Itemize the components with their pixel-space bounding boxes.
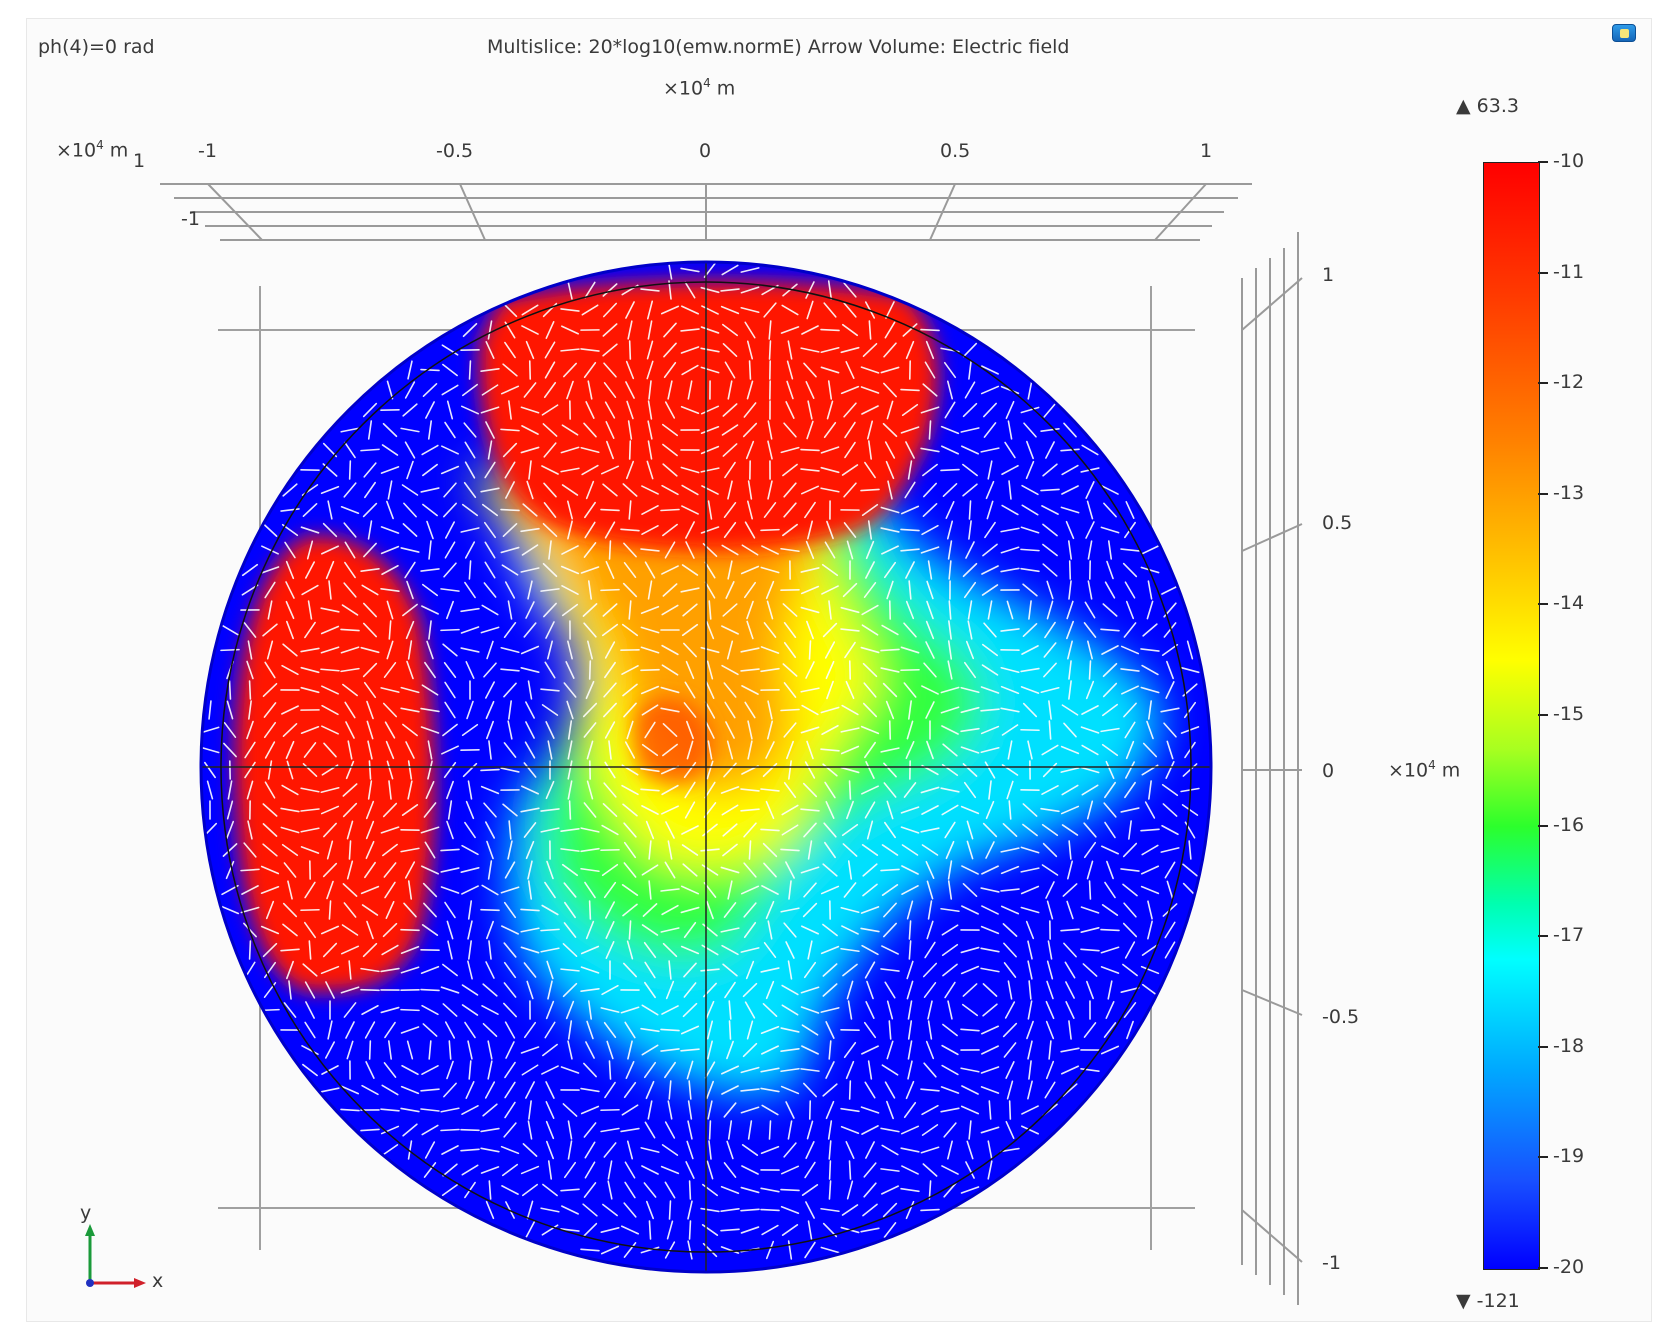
- colorbar: [1483, 162, 1540, 1270]
- colorbar-tick-label: -17: [1553, 924, 1585, 947]
- colorbar-tick-mark: [1538, 161, 1548, 163]
- colorbar-tick-label: -13: [1553, 481, 1585, 504]
- x-tick-label: 0.5: [940, 140, 971, 162]
- triad-x-label: x: [152, 1270, 164, 1292]
- x-tick-label: -0.5: [436, 140, 474, 162]
- colorbar-tick-mark: [1538, 1156, 1548, 1159]
- field-disc[interactable]: [190, 250, 1230, 1290]
- colorbar-max-marker: ▲ 63.3: [1456, 95, 1519, 117]
- disc-outline: [199, 260, 1213, 1274]
- view-toggle-button[interactable]: [1612, 24, 1636, 42]
- colorbar-tick-mark: [1538, 1045, 1548, 1048]
- y-tick-label: 0: [1322, 760, 1335, 782]
- colorbar-tick-mark: [1538, 382, 1548, 385]
- z-tick-label: -1: [181, 208, 200, 230]
- colorbar-tick-mark: [1538, 1267, 1548, 1269]
- y-tick-label: 1: [1322, 264, 1335, 286]
- y-tick-label: -1: [1322, 1252, 1341, 1274]
- top-axis-exponent: ×104 m: [663, 76, 736, 100]
- plot-title: Multislice: 20*log10(emw.normE) Arrow Vo…: [487, 36, 1070, 58]
- colorbar-tick-label: -11: [1553, 260, 1585, 283]
- colorbar-tick-mark: [1538, 714, 1548, 716]
- colorbar-tick-label: -16: [1553, 813, 1585, 836]
- colorbar-tick-mark: [1538, 824, 1548, 827]
- left-axis-exponent: ×104 m: [56, 138, 129, 162]
- left-stray-tick-label: 1: [133, 150, 146, 172]
- inner-boundary: [220, 281, 1192, 1253]
- colorbar-min-marker: ▼ -121: [1456, 1290, 1520, 1312]
- colorbar-tick-mark: [1538, 603, 1548, 606]
- colorbar-tick-label: -12: [1553, 371, 1585, 394]
- phase-label: ph(4)=0 rad: [38, 36, 155, 58]
- top-axis-grid: [160, 183, 1252, 241]
- colorbar-tick-label: -14: [1553, 592, 1585, 615]
- side-axis-exponent: ×104 m: [1388, 758, 1461, 782]
- x-tick-label: -1: [198, 140, 217, 162]
- colorbar-tick-mark: [1538, 492, 1548, 495]
- x-tick-label: 1: [1200, 140, 1213, 162]
- x-tick-label: 0: [699, 140, 712, 162]
- colorbar-tick-label: -20: [1553, 1256, 1585, 1278]
- colorbar-tick-label: -15: [1553, 703, 1585, 725]
- y-tick-label: 0.5: [1322, 512, 1353, 534]
- side-axis-grid: [1241, 232, 1303, 1305]
- colorbar-tick-label: -19: [1553, 1145, 1585, 1168]
- colorbar-tick-mark: [1538, 935, 1548, 938]
- triad-y-label: y: [80, 1202, 92, 1224]
- colorbar-tick-label: -18: [1553, 1034, 1585, 1057]
- colorbar-tick-mark: [1538, 271, 1548, 274]
- y-tick-label: -0.5: [1322, 1006, 1360, 1028]
- colorbar-tick-label: -10: [1553, 150, 1585, 172]
- axis-triad: [85, 1224, 146, 1288]
